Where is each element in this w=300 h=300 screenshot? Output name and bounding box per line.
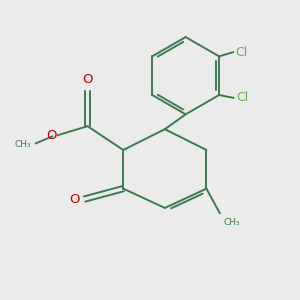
Text: O: O (82, 73, 93, 86)
Text: O: O (70, 193, 80, 206)
Text: CH₃: CH₃ (14, 140, 31, 148)
Text: O: O (46, 129, 56, 142)
Text: CH₃: CH₃ (224, 218, 240, 227)
Text: Cl: Cl (236, 46, 248, 59)
Text: Cl: Cl (236, 92, 248, 104)
